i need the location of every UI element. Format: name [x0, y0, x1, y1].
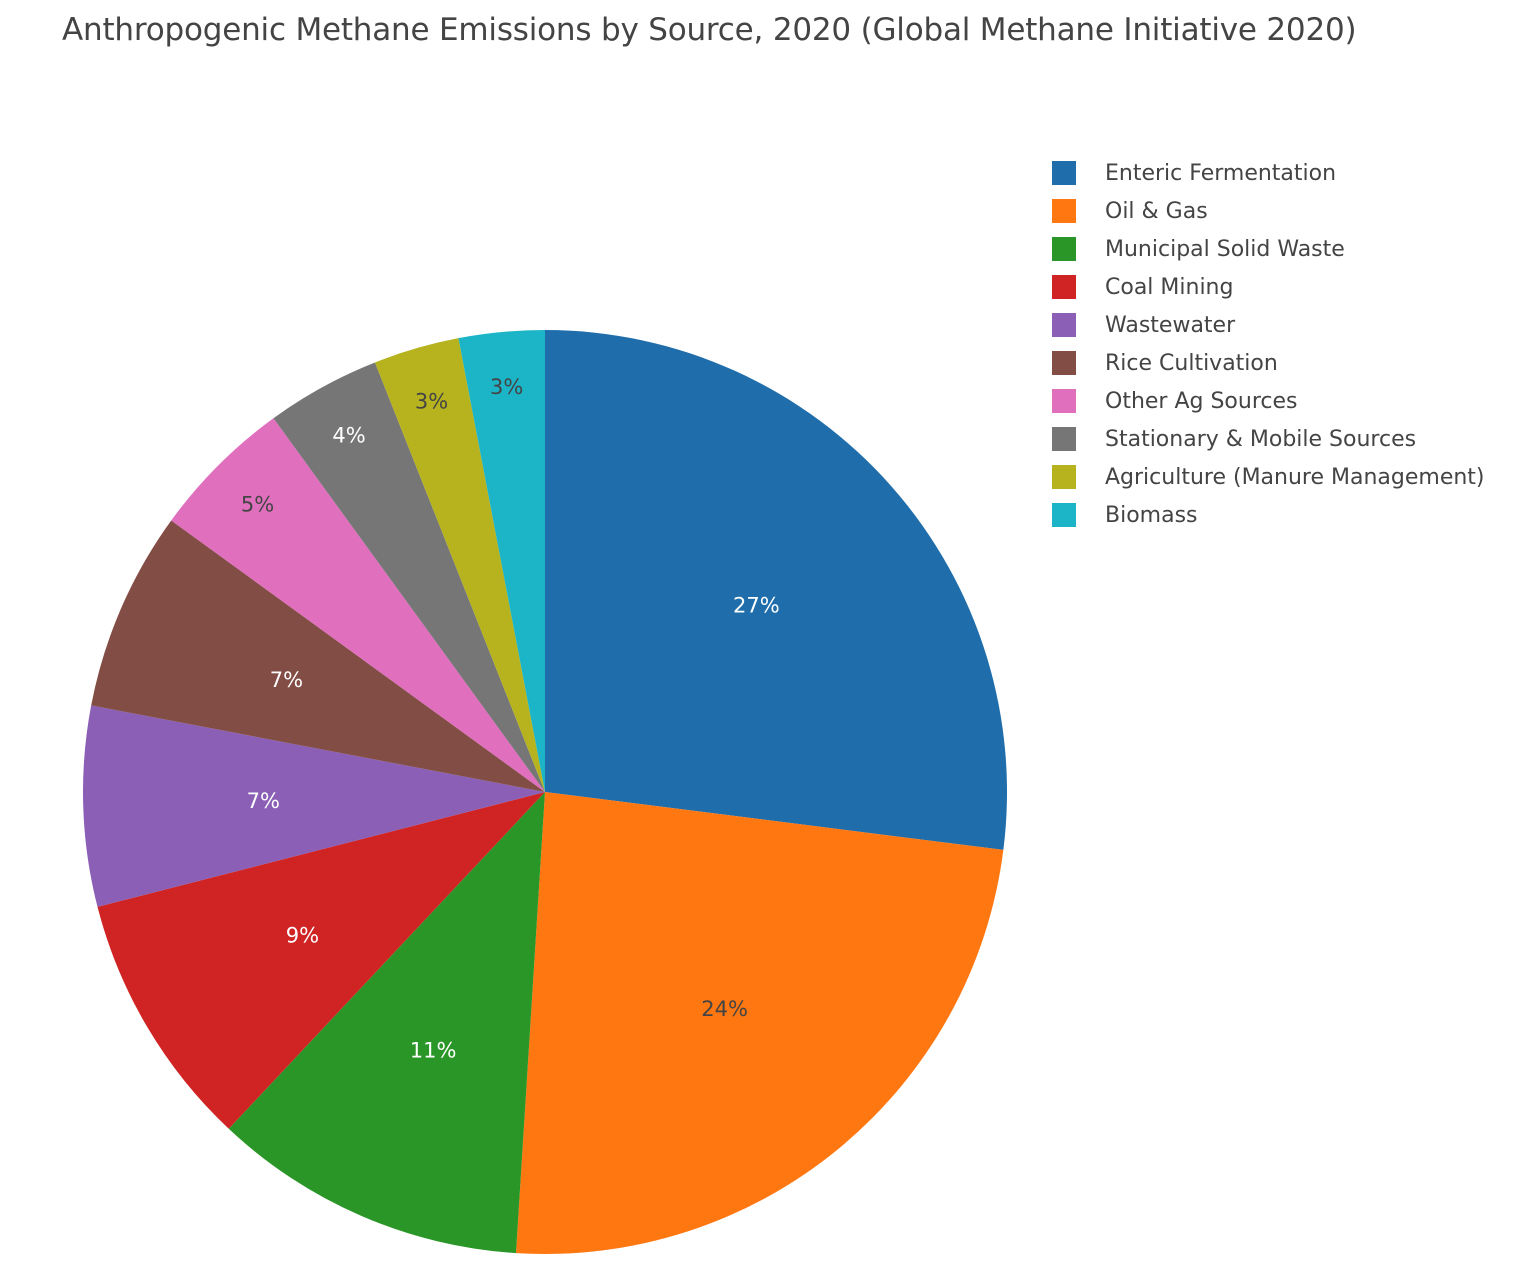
- legend-swatch: [1052, 237, 1076, 261]
- legend-item[interactable]: Stationary & Mobile Sources: [1052, 420, 1485, 458]
- pie-slice-rice-cultivation[interactable]: [91, 520, 546, 792]
- legend-item[interactable]: Biomass: [1052, 496, 1485, 534]
- legend-label: Coal Mining: [1105, 274, 1234, 300]
- pie-slice-biomass[interactable]: [458, 330, 545, 792]
- pie-slice-labels: 27% 24% 11% 9% 7% 7% 5% 4% 3% 3%: [241, 375, 780, 1062]
- pie-slice-oil-gas[interactable]: [515, 792, 1004, 1255]
- pie-slice-label: 24%: [701, 997, 748, 1021]
- legend-swatch: [1052, 275, 1076, 299]
- legend-swatch: [1052, 313, 1076, 337]
- legend-item[interactable]: Coal Mining: [1052, 268, 1485, 306]
- pie-slice-other-ag-sources[interactable]: [171, 418, 546, 792]
- legend-swatch: [1052, 503, 1076, 527]
- legend-label: Other Ag Sources: [1105, 388, 1298, 414]
- pie-slice-label: 5%: [241, 493, 274, 517]
- legend-label: Stationary & Mobile Sources: [1105, 426, 1417, 452]
- pie-slice-label: 3%: [490, 375, 523, 399]
- legend-swatch: [1052, 351, 1076, 375]
- legend-swatch: [1052, 389, 1076, 413]
- pie-slice-enteric-fermentation[interactable]: [545, 329, 1008, 850]
- pie-slice-label: 27%: [733, 594, 780, 618]
- legend-swatch: [1052, 199, 1076, 223]
- pie-slice-label: 7%: [270, 668, 303, 692]
- legend-label: Enteric Fermentation: [1105, 160, 1337, 186]
- legend-swatch: [1052, 161, 1076, 185]
- pie-slice-label: 11%: [410, 1039, 457, 1063]
- pie-slice-coal-mining[interactable]: [97, 792, 545, 1129]
- legend-item[interactable]: Oil & Gas: [1052, 192, 1485, 230]
- legend-label: Wastewater: [1105, 312, 1236, 338]
- pie-slice-stationary-mobile-sources[interactable]: [273, 362, 545, 792]
- legend-swatch: [1052, 427, 1076, 451]
- chart-title: Anthropogenic Methane Emissions by Sourc…: [62, 12, 1357, 48]
- legend-item[interactable]: Enteric Fermentation: [1052, 154, 1485, 192]
- pie-slices: [82, 329, 1008, 1255]
- pie-slice-label: 9%: [286, 924, 319, 948]
- legend: Enteric Fermentation Oil & Gas Municipal S…: [1052, 154, 1485, 534]
- legend-label: Municipal Solid Waste: [1105, 236, 1345, 262]
- legend-label: Rice Cultivation: [1105, 350, 1278, 376]
- legend-label: Oil & Gas: [1105, 198, 1208, 224]
- legend-label: Agriculture (Manure Management): [1105, 464, 1485, 490]
- legend-item[interactable]: Other Ag Sources: [1052, 382, 1485, 420]
- legend-swatch: [1052, 465, 1076, 489]
- legend-item[interactable]: Agriculture (Manure Management): [1052, 458, 1485, 496]
- legend-item[interactable]: Wastewater: [1052, 306, 1485, 344]
- legend-label: Biomass: [1105, 502, 1198, 528]
- pie-slice-municipal-solid-waste[interactable]: [228, 792, 546, 1254]
- legend-item[interactable]: Rice Cultivation: [1052, 344, 1485, 382]
- legend-item[interactable]: Municipal Solid Waste: [1052, 230, 1485, 268]
- pie-slice-agriculture-manure-management[interactable]: [374, 338, 545, 792]
- pie-slice-label: 7%: [247, 789, 280, 813]
- pie-slice-label: 3%: [415, 390, 448, 414]
- pie-slice-wastewater[interactable]: [82, 705, 546, 907]
- pie-slice-label: 4%: [332, 424, 365, 448]
